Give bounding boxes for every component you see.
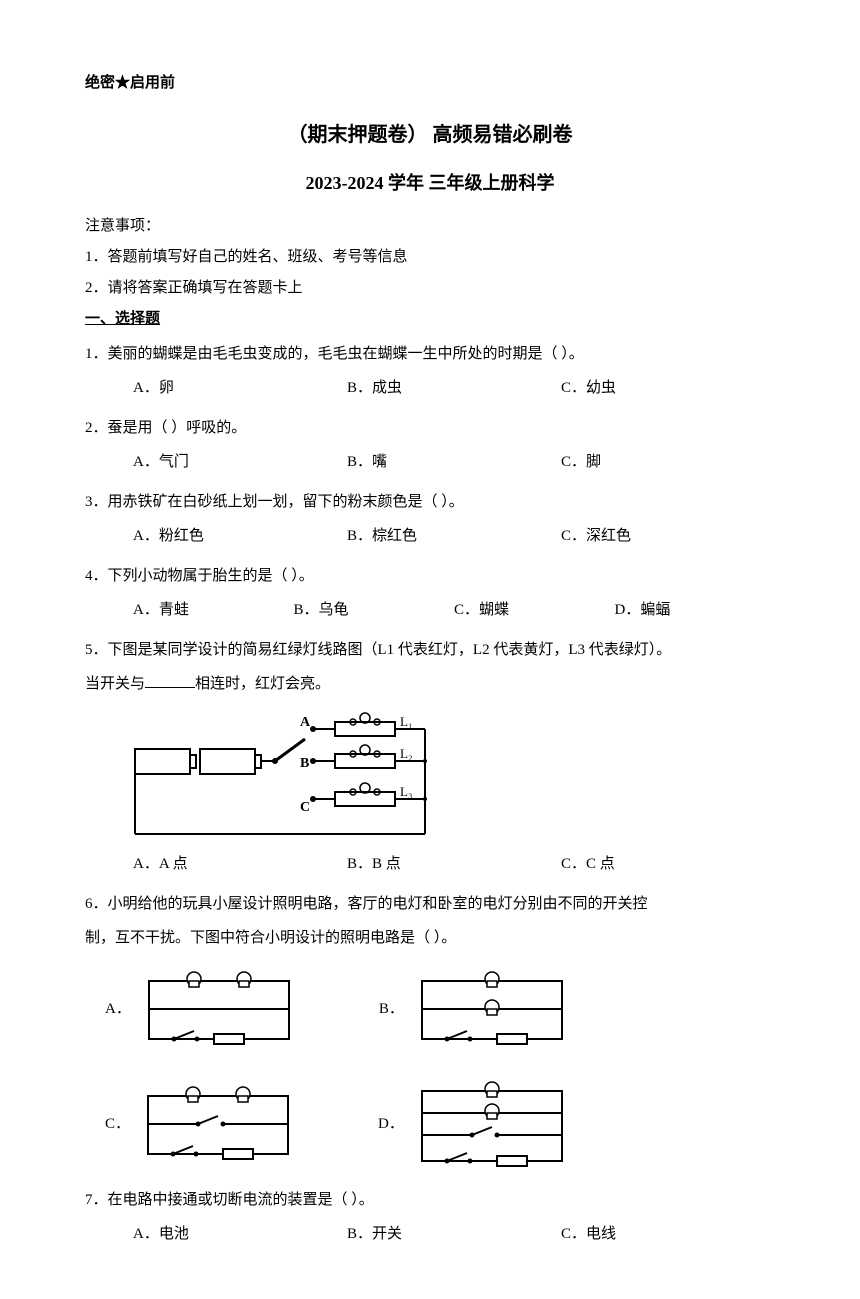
q3-stem: 3．用赤铁矿在白砂纸上划一划，留下的粉末颜色是（ ）。	[85, 487, 775, 517]
q3-options: A．粉红色 B．棕红色 C．深红色	[85, 521, 775, 551]
q5-stem-2-post: 相连时，红灯会亮。	[195, 676, 330, 692]
q6-opt-d-label: D．	[378, 1109, 404, 1139]
q4-opt-b: B．乌龟	[294, 595, 455, 625]
q7-stem: 7．在电路中接通或切断电流的装置是（ ）。	[85, 1185, 775, 1215]
svg-text:A: A	[300, 715, 311, 730]
question-7: 7．在电路中接通或切断电流的装置是（ ）。 A．电池 B．开关 C．电线	[85, 1185, 775, 1249]
q1-opt-c: C．幼虫	[561, 373, 775, 403]
q2-opt-b: B．嘴	[347, 447, 561, 477]
q3-opt-c: C．深红色	[561, 521, 775, 551]
q5-blank	[145, 673, 195, 688]
q5-stem-2: 当开关与 相连时，红灯会亮。	[85, 669, 775, 699]
question-1: 1．美丽的蝴蝶是由毛毛虫变成的，毛毛虫在蝴蝶一生中所处的时期是（ ）。 A．卵 …	[85, 339, 775, 403]
q5-opt-a: A．A 点	[133, 849, 347, 879]
q5-stem-1: 5．下图是某同学设计的简易红绿灯线路图（L1 代表红灯，L2 代表黄灯，L3 代…	[85, 635, 775, 665]
q5-circuit-diagram: A B C L₁ L₂ L₃	[125, 709, 775, 839]
q6-fig-c: C．	[105, 1079, 298, 1169]
q6-opt-c-label: C．	[105, 1109, 130, 1139]
svg-text:L₂: L₂	[400, 746, 412, 761]
q7-opt-b: B．开关	[347, 1219, 561, 1249]
q1-opt-b: B．成虫	[347, 373, 561, 403]
q4-opt-a: A．青蛙	[133, 595, 294, 625]
question-6: 6．小明给他的玩具小屋设计照明电路，客厅的电灯和卧室的电灯分别由不同的开关控 制…	[85, 889, 775, 1169]
q7-options: A．电池 B．开关 C．电线	[85, 1219, 775, 1249]
question-3: 3．用赤铁矿在白砂纸上划一划，留下的粉末颜色是（ ）。 A．粉红色 B．棕红色 …	[85, 487, 775, 551]
q6-stem-2: 制，互不干扰。下图中符合小明设计的照明电路是（ ）。	[85, 923, 775, 953]
question-2: 2．蚕是用（ ）呼吸的。 A．气门 B．嘴 C．脚	[85, 413, 775, 477]
q6-opt-b-label: B．	[379, 994, 404, 1024]
q3-opt-b: B．棕红色	[347, 521, 561, 551]
q6-fig-a: A．	[105, 969, 299, 1049]
q4-opt-d: D．蝙蝠	[615, 595, 776, 625]
q7-opt-c: C．电线	[561, 1219, 775, 1249]
exam-title-main: （期末押题卷） 高频易错必刷卷	[85, 117, 775, 153]
q2-opt-c: C．脚	[561, 447, 775, 477]
svg-text:B: B	[300, 756, 309, 771]
q6-stem-1: 6．小明给他的玩具小屋设计照明电路，客厅的电灯和卧室的电灯分别由不同的开关控	[85, 889, 775, 919]
instructions-label: 注意事项：	[85, 213, 775, 240]
section-1-header: 一、选择题	[85, 306, 775, 333]
q1-opt-a: A．卵	[133, 373, 347, 403]
instruction-2: 2．请将答案正确填写在答题卡上	[85, 275, 775, 302]
q5-opt-b: B．B 点	[347, 849, 561, 879]
q4-opt-c: C．蝴蝶	[454, 595, 615, 625]
q7-opt-a: A．电池	[133, 1219, 347, 1249]
q2-options: A．气门 B．嘴 C．脚	[85, 447, 775, 477]
exam-title-sub: 2023-2024 学年 三年级上册科学	[85, 167, 775, 199]
q1-stem: 1．美丽的蝴蝶是由毛毛虫变成的，毛毛虫在蝴蝶一生中所处的时期是（ ）。	[85, 339, 775, 369]
confidential-marker: 绝密★启用前	[85, 70, 775, 97]
q1-options: A．卵 B．成虫 C．幼虫	[85, 373, 775, 403]
q6-fig-b: B．	[379, 969, 572, 1049]
q6-fig-d: D．	[378, 1079, 572, 1169]
q2-opt-a: A．气门	[133, 447, 347, 477]
svg-text:L₃: L₃	[400, 784, 412, 799]
q5-options: A．A 点 B．B 点 C．C 点	[85, 849, 775, 879]
q3-opt-a: A．粉红色	[133, 521, 347, 551]
svg-text:L₁: L₁	[400, 714, 412, 729]
q6-opt-a-label: A．	[105, 994, 131, 1024]
q6-figure-options: A． B．	[85, 969, 775, 1169]
q5-opt-c: C．C 点	[561, 849, 775, 879]
instruction-1: 1．答题前填写好自己的姓名、班级、考号等信息	[85, 244, 775, 271]
svg-text:C: C	[300, 800, 310, 815]
q5-stem-2-pre: 当开关与	[85, 676, 145, 692]
q4-options: A．青蛙 B．乌龟 C．蝴蝶 D．蝙蝠	[85, 595, 775, 625]
question-5: 5．下图是某同学设计的简易红绿灯线路图（L1 代表红灯，L2 代表黄灯，L3 代…	[85, 635, 775, 879]
question-4: 4．下列小动物属于胎生的是（ ）。 A．青蛙 B．乌龟 C．蝴蝶 D．蝙蝠	[85, 561, 775, 625]
q2-stem: 2．蚕是用（ ）呼吸的。	[85, 413, 775, 443]
q4-stem: 4．下列小动物属于胎生的是（ ）。	[85, 561, 775, 591]
